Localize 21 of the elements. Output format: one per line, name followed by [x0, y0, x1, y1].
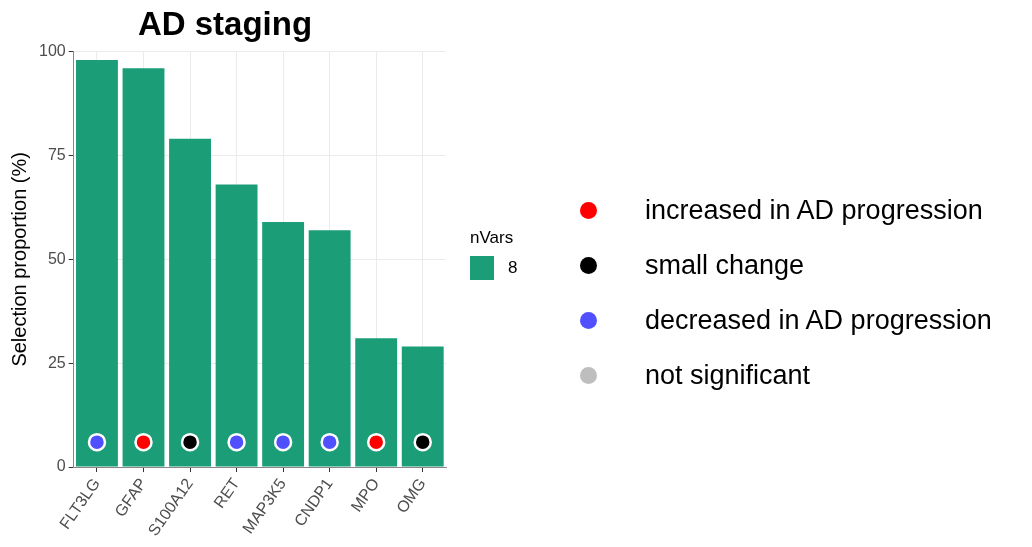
bar: [215, 184, 258, 467]
bar: [308, 230, 351, 467]
bar: [169, 138, 211, 467]
bar: [355, 338, 398, 467]
y-tick-label: 75: [47, 145, 66, 163]
bar: [262, 221, 305, 467]
y-tick-label: 0: [56, 457, 66, 475]
legend-label: small change: [645, 250, 805, 281]
bar: [76, 59, 118, 467]
legend-label: decreased in AD progression: [645, 305, 992, 336]
legend-label: not significant: [645, 360, 811, 391]
y-tick-label: 100: [38, 42, 66, 60]
y-axis-title: Selection proportion (%): [7, 152, 30, 367]
y-tick-label: 50: [47, 249, 66, 267]
y-tick-label: 25: [47, 353, 66, 371]
legend-label: increased in AD progression: [645, 195, 983, 226]
chart-title: AD staging: [137, 4, 313, 42]
bar: [122, 68, 165, 467]
legend-title: nVars: [470, 228, 515, 248]
legend-label: 8: [508, 258, 518, 278]
bar: [401, 346, 444, 467]
